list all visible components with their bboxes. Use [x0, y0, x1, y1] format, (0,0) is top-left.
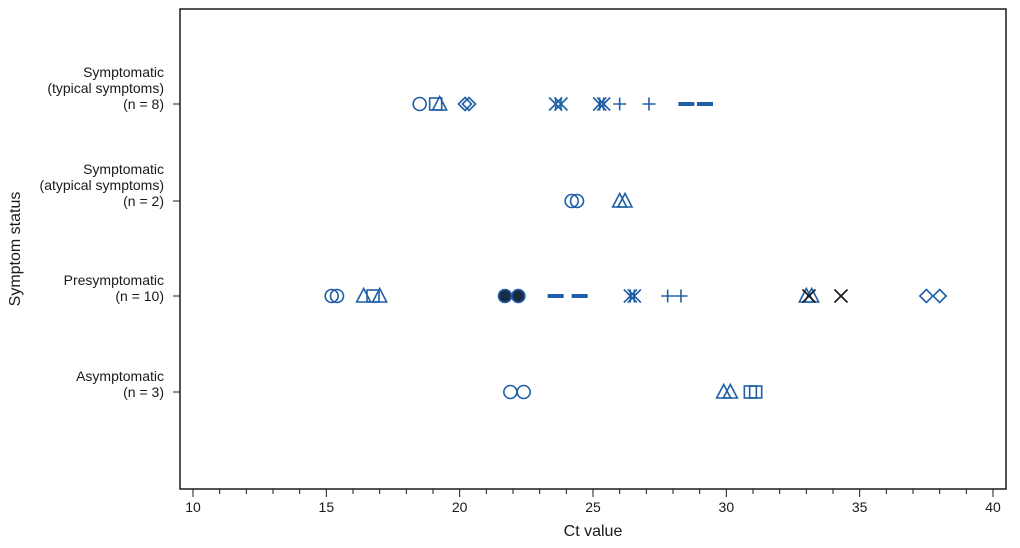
category-label: (n = 3) [123, 384, 164, 400]
category-label: Symptomatic [83, 161, 164, 177]
point-diamond [918, 288, 934, 304]
x-tick-label: 20 [452, 499, 468, 515]
point-x [801, 288, 817, 304]
point-square [748, 385, 763, 399]
point-triangle [371, 286, 388, 303]
x-tick-label: 40 [985, 499, 1001, 515]
point-diamond [932, 288, 948, 304]
x-tick-label: 15 [319, 499, 335, 515]
point-plus [674, 289, 688, 303]
plot-frame [179, 8, 1007, 490]
category-label: (atypical symptoms) [40, 177, 164, 193]
category-label: (n = 8) [123, 96, 164, 112]
y-axis-title: Symptom status [7, 192, 24, 307]
point-diamond [457, 96, 473, 112]
point-plus [661, 289, 675, 303]
x-tick-label: 10 [185, 499, 201, 515]
point-triangle [616, 191, 634, 208]
category-label: (n = 2) [123, 193, 164, 209]
point-plus [642, 97, 656, 111]
x-tick-label: 35 [852, 499, 868, 515]
point-circle [412, 96, 427, 112]
point-x [833, 288, 849, 304]
category-label: Asymptomatic [76, 368, 164, 384]
category-label: Symptomatic [83, 64, 164, 80]
point-circle [324, 288, 339, 304]
point-circle [564, 193, 579, 209]
y-axis: Symptomatic(typical symptoms)(n = 8)Symp… [40, 64, 180, 400]
point-asterisk [553, 96, 569, 112]
x-axis: 10 15 20 25 30 35 40 [185, 489, 1001, 515]
x-tick-label: 30 [719, 499, 735, 515]
point-diamond [461, 96, 477, 112]
category-label: (n = 10) [115, 288, 164, 304]
point-circle [329, 288, 345, 304]
point-triangle [722, 382, 739, 399]
data-points [324, 94, 948, 400]
point-filled-circle [497, 288, 513, 304]
point-filled-circle [511, 288, 526, 304]
point-asterisk [627, 288, 642, 304]
point-circle [516, 384, 531, 400]
point-circle [503, 384, 518, 400]
category-label: (typical symptoms) [47, 80, 164, 96]
point-triangle [431, 94, 448, 111]
x-axis-title: Ct value [564, 523, 623, 540]
point-circle [569, 193, 585, 209]
category-label: Presymptomatic [64, 272, 164, 288]
point-plus [613, 97, 627, 111]
x-tick-label: 25 [585, 499, 601, 515]
point-asterisk [596, 96, 611, 112]
